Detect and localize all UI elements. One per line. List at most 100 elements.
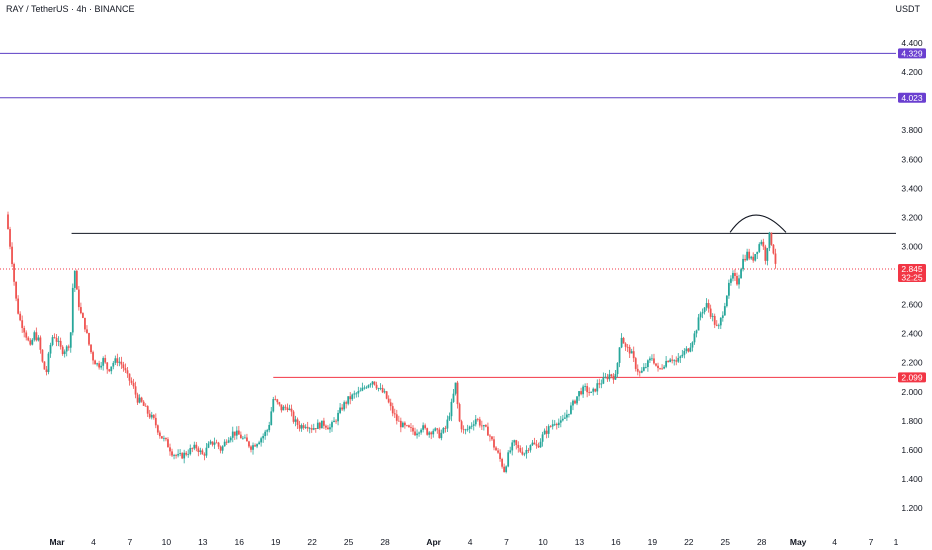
candle-body [444, 427, 447, 429]
candle-body [685, 348, 688, 351]
price-tick-label: 1.400 [901, 474, 923, 484]
candle-body [7, 214, 9, 230]
candle-body [333, 420, 335, 423]
candle-body [21, 320, 24, 329]
candle-body [677, 357, 680, 362]
candle-body [693, 333, 696, 343]
candle-body [424, 425, 427, 429]
candle-body [721, 315, 724, 318]
candle-body [158, 432, 161, 437]
candle-body [596, 383, 599, 392]
candle-body [345, 402, 348, 404]
candle-body [634, 358, 637, 369]
candle-body [517, 444, 520, 448]
candle-body [110, 366, 113, 372]
candle-body [408, 425, 410, 428]
candle-body [341, 407, 344, 410]
candle-body [715, 324, 718, 326]
candle-body [250, 446, 252, 450]
candle-body [114, 358, 117, 363]
candle-body [391, 406, 394, 414]
candle-body [456, 382, 459, 405]
price-tick-label: 1.800 [901, 416, 923, 426]
candle-body [568, 413, 570, 415]
candle-body [705, 303, 708, 308]
time-axis: Mar 4 7 10 13 16 19 22 25 28 Apr 4 7 10 13 16 19 22 25 28 Ma… [49, 537, 898, 547]
candle-body [410, 427, 412, 428]
candle-body [655, 363, 657, 366]
candle-body [92, 352, 94, 361]
candle-body [428, 432, 431, 435]
candle-body [719, 317, 722, 326]
candle-body [266, 430, 269, 432]
candle-body [201, 450, 204, 455]
candle-body [229, 437, 232, 441]
candle-body [37, 337, 40, 341]
candle-body [203, 454, 206, 456]
price-tick-label: 1.600 [901, 445, 923, 455]
candle-body [262, 436, 265, 439]
candle-body [106, 362, 109, 370]
candle-body [320, 420, 323, 429]
candle-body [314, 428, 317, 429]
candle-body [401, 422, 404, 428]
candle-body [691, 342, 694, 348]
candle-body [142, 401, 145, 406]
candle-body [205, 447, 208, 456]
candle-body [515, 440, 518, 445]
candle-body [535, 444, 538, 446]
candle-body [177, 454, 179, 456]
candle-body [711, 315, 714, 317]
candle-body [525, 449, 528, 454]
price-tick-label: 3.200 [901, 212, 923, 222]
candle-body [100, 365, 103, 368]
candle-body [27, 337, 30, 341]
candle-body [96, 363, 98, 365]
candle-body [98, 363, 101, 368]
candle-body [582, 386, 584, 395]
candle-body [497, 450, 499, 453]
time-tick-label: 7 [869, 537, 874, 547]
candle-body [553, 423, 556, 425]
candle-body [148, 413, 151, 418]
time-tick-label: 4 [468, 537, 473, 547]
candle-body [403, 422, 406, 426]
arc-annotation[interactable] [729, 214, 787, 233]
price-tick-label: 3.600 [901, 154, 923, 164]
candle-body [547, 426, 550, 434]
candle-body [537, 445, 540, 448]
candle-body [513, 440, 516, 443]
candle-body [349, 396, 352, 400]
time-tick-label: 10 [162, 537, 172, 547]
candle-body [225, 441, 228, 443]
candle-body [630, 351, 633, 354]
candle-body [507, 452, 510, 467]
candle-body [701, 312, 704, 314]
time-tick-label: 16 [611, 537, 621, 547]
candle-body [126, 370, 129, 374]
candle-body [45, 369, 48, 373]
time-tick-label: May [790, 537, 807, 547]
candle-body [57, 340, 60, 342]
candle-body [756, 251, 759, 255]
candle-body [586, 386, 589, 393]
candle-body [723, 306, 726, 316]
candle-body [584, 386, 587, 387]
candle-body [223, 441, 226, 447]
candle-body [290, 408, 293, 412]
candle-body [264, 431, 267, 437]
candle-body [511, 442, 514, 451]
candle-body [764, 246, 767, 261]
candle-body [470, 425, 473, 427]
candle-body [90, 344, 92, 353]
candle-body [179, 453, 182, 455]
candle-body [393, 413, 396, 415]
candle-body [347, 396, 350, 404]
svg-text:4.329: 4.329 [901, 48, 923, 58]
time-tick-label: 7 [128, 537, 133, 547]
candle-body [669, 359, 672, 363]
candle-body [286, 407, 289, 410]
candle-body [644, 367, 647, 368]
candle-body [306, 426, 309, 429]
